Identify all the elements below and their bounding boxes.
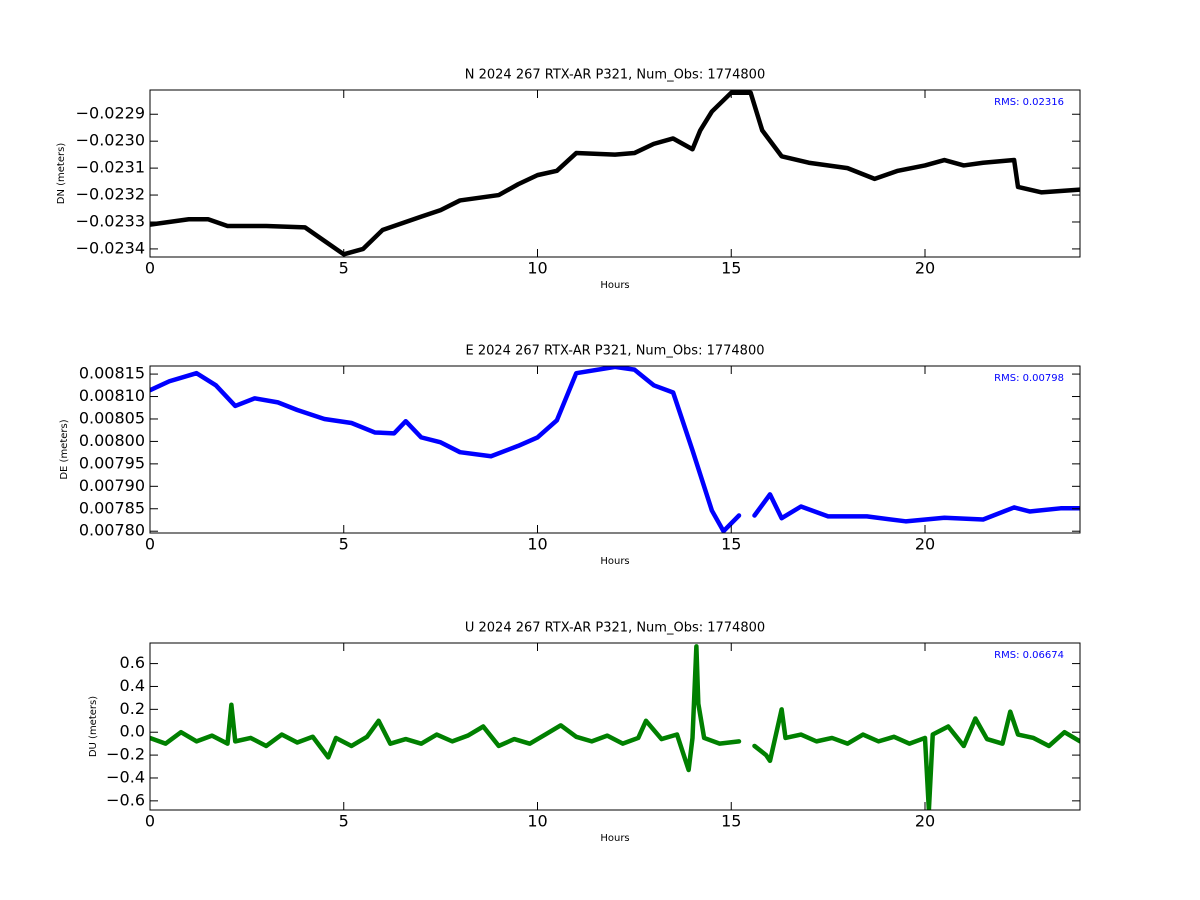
- y-tick-label: −0.0234: [76, 238, 145, 257]
- plot-area: [150, 644, 1080, 810]
- x-axis-label: Hours: [600, 833, 629, 844]
- y-tick-label: 0.00795: [79, 453, 145, 472]
- y-tick-label: −0.0233: [76, 211, 145, 230]
- y-tick-label: −0.4: [106, 767, 145, 786]
- x-tick-label: 10: [527, 259, 547, 278]
- axes-frame: [149, 642, 1081, 811]
- y-tick-label: −0.0231: [76, 158, 145, 177]
- x-tick-label: 15: [721, 812, 741, 831]
- y-tick-label: 0.00815: [79, 364, 145, 383]
- y-axis-label: DN (meters): [56, 143, 67, 205]
- data-line: [150, 366, 1080, 533]
- y-tick-label: 0.4: [120, 676, 145, 695]
- annotation: RMS: 0.00798: [994, 373, 1064, 384]
- chart-title: U 2024 267 RTX-AR P321, Num_Obs: 1774800: [465, 621, 765, 636]
- data-line: [150, 644, 1080, 810]
- x-tick-label: 10: [527, 812, 547, 831]
- y-tick-label: 0.00805: [79, 408, 145, 427]
- axes-frame: [149, 89, 1081, 258]
- y-tick-label: 0.00810: [79, 386, 145, 405]
- y-tick-label: −0.0232: [76, 185, 145, 204]
- y-tick-label: 0.00780: [79, 521, 145, 540]
- chart-title: E 2024 267 RTX-AR P321, Num_Obs: 1774800: [466, 344, 765, 359]
- y-tick-label: −0.0229: [76, 104, 145, 123]
- y-tick-label: 0.0: [120, 722, 145, 741]
- y-tick-label: −0.6: [106, 790, 145, 809]
- x-tick-label: 15: [721, 259, 741, 278]
- y-tick-label: 0.00785: [79, 498, 145, 517]
- y-tick-label: 0.2: [120, 699, 145, 718]
- y-tick-label: 0.00790: [79, 476, 145, 495]
- x-tick-label: 10: [527, 535, 547, 554]
- x-axis-label: Hours: [600, 556, 629, 567]
- x-tick-label: 15: [721, 535, 741, 554]
- x-tick-label: 20: [915, 535, 935, 554]
- x-tick-label: 0: [145, 812, 155, 831]
- y-tick-label: −0.2: [106, 745, 145, 764]
- x-tick-label: 0: [145, 535, 155, 554]
- plot-area: [150, 90, 1080, 257]
- x-tick-label: 20: [915, 259, 935, 278]
- y-tick-label: 0.6: [120, 653, 145, 672]
- y-axis-label: DU (meters): [88, 696, 99, 757]
- x-tick-label: 5: [339, 812, 349, 831]
- x-tick-label: 5: [339, 535, 349, 554]
- x-tick-label: 20: [915, 812, 935, 831]
- y-tick-label: 0.00800: [79, 431, 145, 450]
- plot-area: [150, 366, 1080, 533]
- x-axis-label: Hours: [600, 280, 629, 291]
- annotation: RMS: 0.02316: [994, 97, 1064, 108]
- axes-frame: [149, 365, 1081, 534]
- y-axis-label: DE (meters): [59, 419, 70, 479]
- data-line: [150, 90, 1080, 257]
- x-tick-label: 5: [339, 259, 349, 278]
- annotation: RMS: 0.06674: [994, 650, 1064, 661]
- y-tick-label: −0.0230: [76, 131, 145, 150]
- chart-title: N 2024 267 RTX-AR P321, Num_Obs: 1774800: [465, 68, 765, 83]
- x-tick-label: 0: [145, 259, 155, 278]
